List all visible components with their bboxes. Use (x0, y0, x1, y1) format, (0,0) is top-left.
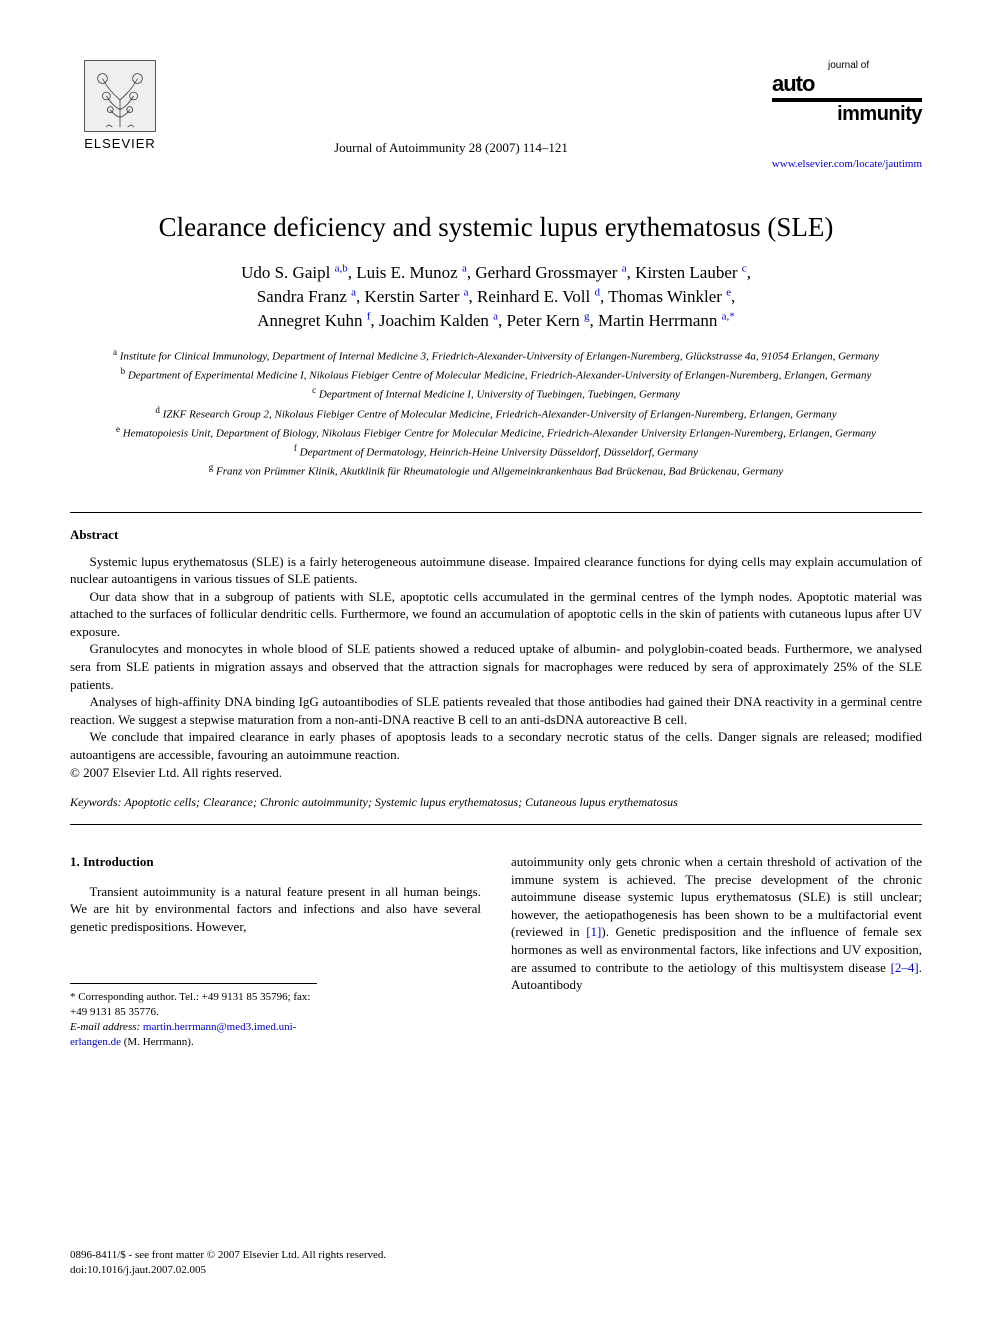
publisher-logo: ELSEVIER (70, 60, 170, 151)
copyright-line: © 2007 Elsevier Ltd. All rights reserved… (70, 765, 922, 781)
abstract-section: Abstract Systemic lupus erythematosus (S… (70, 527, 922, 811)
divider-rule (70, 512, 922, 513)
section-heading-introduction: 1. Introduction (70, 853, 481, 871)
abstract-paragraph: Systemic lupus erythematosus (SLE) is a … (70, 553, 922, 588)
intro-paragraph-right: autoimmunity only gets chronic when a ce… (511, 853, 922, 993)
citation-ref-1[interactable]: [1] (586, 924, 601, 939)
corresponding-email-line: E-mail address: martin.herrmann@med3.ime… (70, 1020, 317, 1050)
corresponding-email-suffix: (M. Herrmann). (124, 1036, 194, 1048)
abstract-heading: Abstract (70, 527, 922, 543)
keywords-line: Keywords: Apoptotic cells; Clearance; Ch… (70, 795, 922, 810)
article-title: Clearance deficiency and systemic lupus … (70, 212, 922, 243)
journal-logo-top: journal of (828, 60, 922, 71)
abstract-paragraph: Granulocytes and monocytes in whole bloo… (70, 640, 922, 693)
abstract-body: Systemic lupus erythematosus (SLE) is a … (70, 553, 922, 764)
left-column: 1. Introduction Transient autoimmunity i… (70, 853, 481, 1050)
keywords-text: Apoptotic cells; Clearance; Chronic auto… (124, 795, 677, 809)
journal-reference: Journal of Autoimmunity 28 (2007) 114–12… (170, 140, 732, 156)
footer-line-1: 0896-8411/$ - see front matter © 2007 El… (70, 1248, 386, 1262)
corresponding-line: * Corresponding author. Tel.: +49 9131 8… (70, 990, 317, 1020)
corresponding-author-block: * Corresponding author. Tel.: +49 9131 8… (70, 983, 317, 1049)
abstract-paragraph: We conclude that impaired clearance in e… (70, 728, 922, 763)
abstract-paragraph: Our data show that in a subgroup of pati… (70, 588, 922, 641)
intro-paragraph-left: Transient autoimmunity is a natural feat… (70, 883, 481, 936)
citation-ref-2-4[interactable]: [2–4] (891, 960, 919, 975)
journal-logo: journal of auto immunity (772, 60, 922, 126)
right-column: autoimmunity only gets chronic when a ce… (511, 853, 922, 1050)
email-label: E-mail address: (70, 1021, 140, 1033)
footer-line-2: doi:10.1016/j.jaut.2007.02.005 (70, 1263, 386, 1277)
journal-logo-area: journal of auto immunity www.elsevier.co… (732, 60, 922, 170)
publisher-name: ELSEVIER (84, 136, 156, 151)
authors-list: Udo S. Gaipl a,b, Luis E. Munoz a, Gerha… (70, 261, 922, 332)
page-footer: 0896-8411/$ - see front matter © 2007 El… (70, 1248, 386, 1277)
divider-rule (70, 824, 922, 825)
page-header: ELSEVIER Journal of Autoimmunity 28 (200… (70, 60, 922, 170)
journal-logo-bar (772, 98, 922, 102)
abstract-paragraph: Analyses of high-affinity DNA binding Ig… (70, 693, 922, 728)
keywords-label: Keywords: (70, 795, 122, 809)
elsevier-tree-icon (84, 60, 156, 132)
affiliations-list: a Institute for Clinical Immunology, Dep… (70, 346, 922, 479)
journal-logo-immunity: immunity (772, 103, 922, 126)
journal-logo-auto: auto (772, 71, 814, 96)
body-columns: 1. Introduction Transient autoimmunity i… (70, 853, 922, 1050)
journal-url[interactable]: www.elsevier.com/locate/jautimm (732, 158, 922, 170)
